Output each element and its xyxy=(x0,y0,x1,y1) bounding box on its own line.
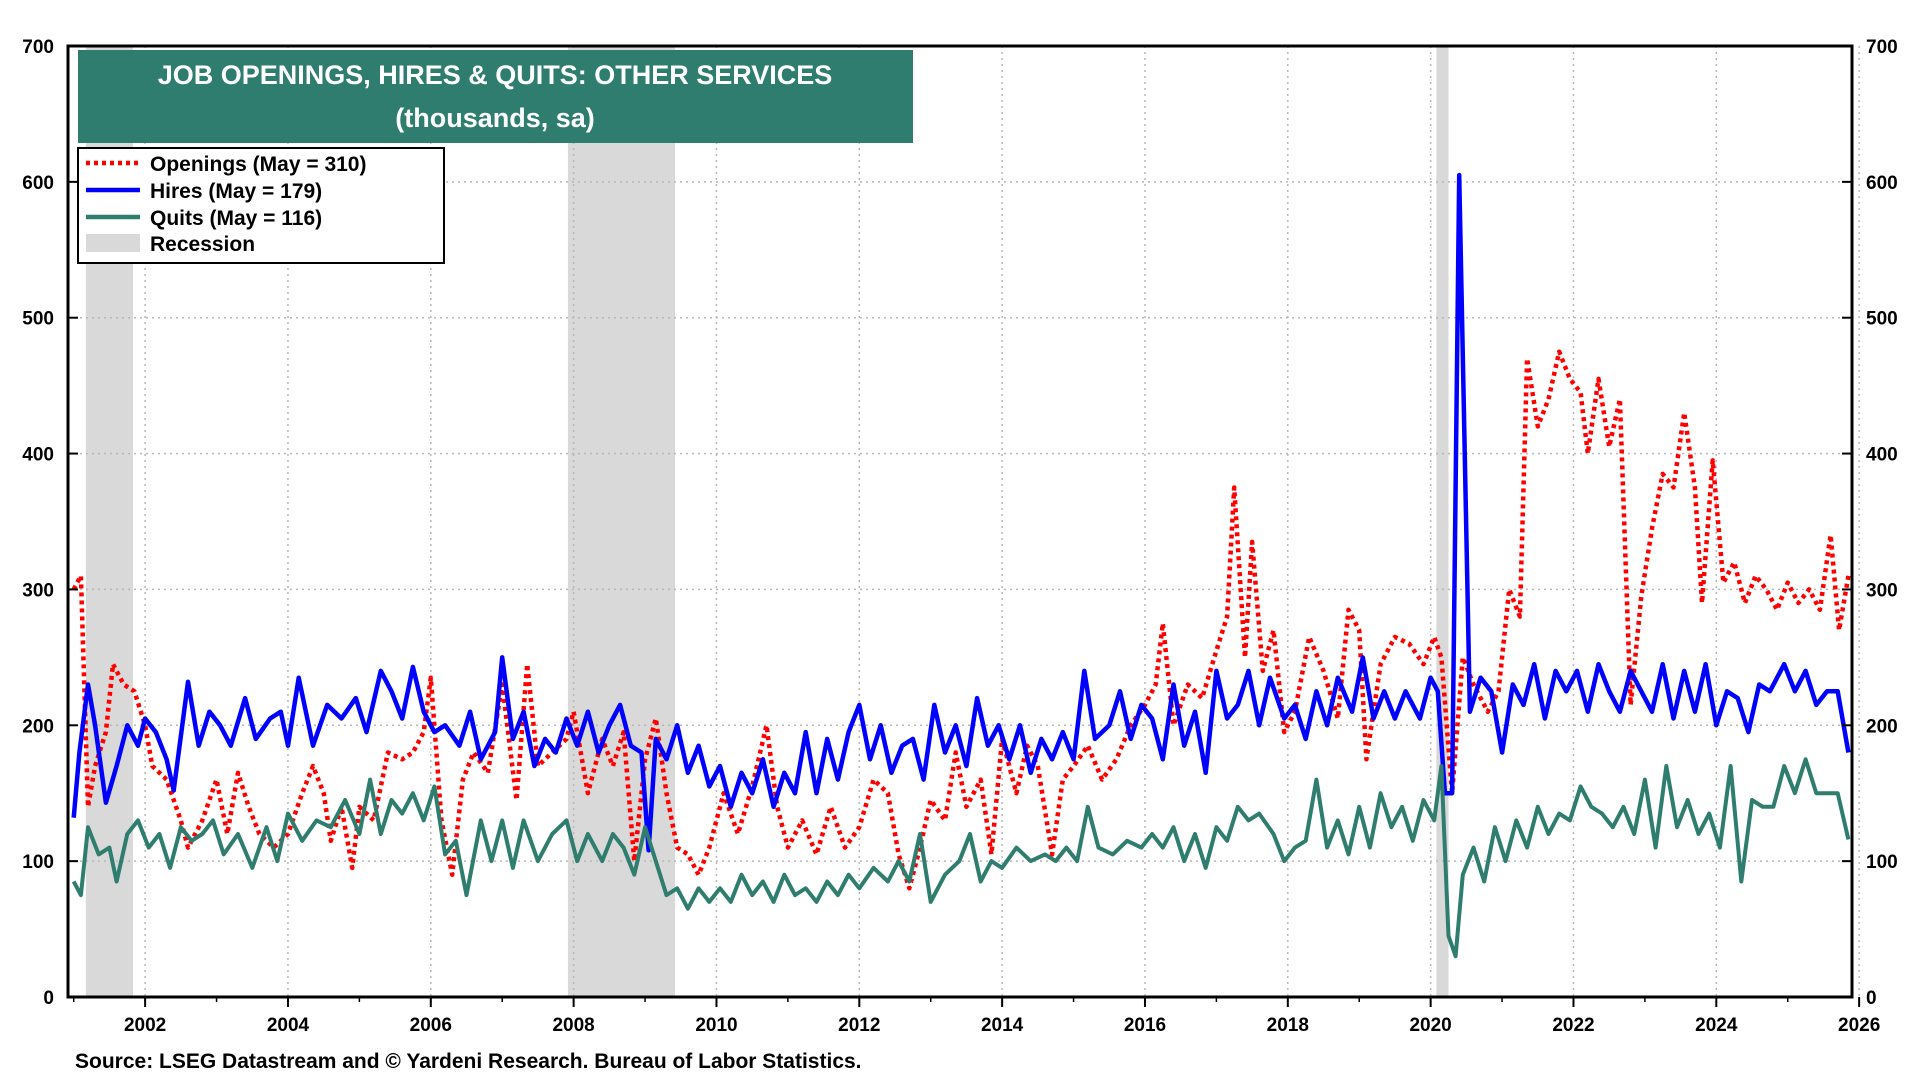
y-right-tick-label-700: 700 xyxy=(1866,37,1898,58)
y-left-tick-label-100: 100 xyxy=(22,852,54,873)
x-tick-label-2022: 2022 xyxy=(1552,1015,1594,1036)
y-right-tick-label-600: 600 xyxy=(1866,173,1898,194)
legend: Openings (May = 310) Hires (May = 179) Q… xyxy=(77,147,445,264)
x-axis-ticks: 2002 2004 2006 2008 2010 2012 2014 2016 2018 2020… xyxy=(72,997,1880,1036)
legend-item-quits: Quits (May = 116) xyxy=(86,207,322,230)
legend-item-hires: Hires (May = 179) xyxy=(86,180,322,203)
y-left-tick-label-400: 400 xyxy=(22,445,54,466)
x-tick-label-2006: 2006 xyxy=(410,1015,452,1036)
title-background xyxy=(78,50,913,143)
chart-subtitle: (thousands, sa) xyxy=(395,103,595,133)
legend-quits-label: Quits (May = 116) xyxy=(150,207,322,230)
y-left-tick-label-200: 200 xyxy=(22,716,54,737)
plot-frame xyxy=(66,44,1854,999)
source-note: Source: LSEG Datastream and © Yardeni Re… xyxy=(75,1050,862,1073)
y-right-tick-label-200: 200 xyxy=(1866,716,1898,737)
legend-item-recession: Recession xyxy=(86,233,255,256)
series-line-openings xyxy=(71,349,1851,891)
x-tick-label-2016: 2016 xyxy=(1124,1015,1166,1036)
chart-title: JOB OPENINGS, HIRES & QUITS: OTHER SERVI… xyxy=(158,60,833,90)
title-box: JOB OPENINGS, HIRES & QUITS: OTHER SERVI… xyxy=(78,50,913,143)
x-tick-label-2018: 2018 xyxy=(1267,1015,1309,1036)
series-line-hires xyxy=(71,172,1851,853)
x-tick-label-2010: 2010 xyxy=(695,1015,737,1036)
y-left-tick-label-300: 300 xyxy=(22,580,54,601)
x-tick-label-2026: 2026 xyxy=(1838,1015,1880,1036)
x-tick-label-2012: 2012 xyxy=(838,1015,880,1036)
y-left-tick-label-0: 0 xyxy=(43,988,54,1009)
x-tick-label-2024: 2024 xyxy=(1695,1015,1738,1036)
y-left-tick-label-500: 500 xyxy=(22,309,54,330)
y-right-tick-label-0: 0 xyxy=(1866,988,1877,1009)
x-tick-label-2008: 2008 xyxy=(552,1015,594,1036)
legend-hires-label: Hires (May = 179) xyxy=(150,180,322,203)
recession-band-2 xyxy=(1436,46,1449,997)
y-right-tick-label-500: 500 xyxy=(1866,309,1898,330)
series-lines xyxy=(71,172,1851,959)
legend-recession-swatch xyxy=(86,234,140,252)
x-tick-label-2002: 2002 xyxy=(124,1015,166,1036)
x-tick-label-2020: 2020 xyxy=(1409,1015,1451,1036)
y-right-tick-label-400: 400 xyxy=(1866,445,1898,466)
y-right-tick-label-100: 100 xyxy=(1866,852,1898,873)
series-line-quits xyxy=(71,757,1851,959)
x-tick-label-2014: 2014 xyxy=(981,1015,1024,1036)
y-left-tick-label-700: 700 xyxy=(22,37,54,58)
x-tick-label-2004: 2004 xyxy=(267,1015,310,1036)
y-right-tick-label-300: 300 xyxy=(1866,580,1898,601)
legend-item-openings: Openings (May = 310) xyxy=(86,153,366,176)
legend-openings-label: Openings (May = 310) xyxy=(150,153,366,176)
recession-band-1 xyxy=(567,46,676,997)
y-axis-left-ticks: 0 100 200 300 400 500 600 700 xyxy=(22,37,78,1009)
legend-recession-label: Recession xyxy=(150,233,255,256)
y-axis-right-ticks: 0 100 200 300 400 500 600 700 xyxy=(1842,37,1898,1009)
y-left-tick-label-600: 600 xyxy=(22,173,54,194)
